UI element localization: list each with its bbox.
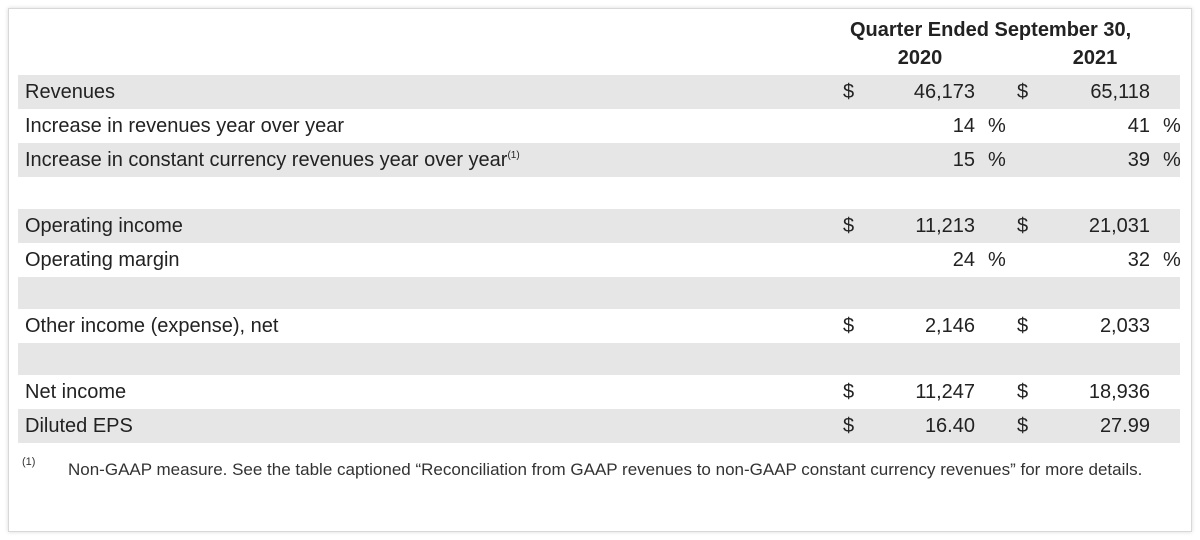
row-label: Increase in revenues year over year (25, 114, 344, 138)
row-stripe (18, 277, 1180, 309)
label-text: Other income (expense), net (25, 315, 279, 337)
label-text: Operating margin (25, 249, 180, 271)
row-label: Operating income (25, 214, 183, 238)
cell-value: 18,936 (1088, 381, 1150, 403)
cell-value: 65,118 (1090, 81, 1150, 103)
row-stripe (18, 143, 1180, 177)
row-label: Other income (expense), net (25, 314, 278, 338)
row-label: Operating margin (25, 248, 180, 272)
label-text: Net income (25, 381, 127, 403)
currency: $ (843, 81, 855, 103)
footnote-text: Non-GAAP measure. See the table captione… (68, 460, 1143, 479)
unit: % (988, 149, 1006, 171)
row-label: Net income (25, 380, 126, 404)
row-stripe (18, 343, 1180, 375)
cell-value: 2,146 (924, 315, 975, 337)
label-text: Operating income (25, 215, 183, 237)
row-stripe (18, 409, 1180, 443)
label-text: Revenues (25, 81, 116, 103)
cell-value: 11,247 (915, 381, 975, 403)
cell-value: 41 (1127, 115, 1150, 137)
column-header: 2020 (897, 47, 943, 69)
column-header: 2021 (1072, 47, 1118, 69)
cell-value: 27.99 (1099, 415, 1150, 437)
currency: $ (1017, 315, 1029, 337)
label-text: Diluted EPS (25, 415, 133, 437)
cell-value: 32 (1127, 249, 1150, 271)
currency: $ (1017, 415, 1029, 437)
currency: $ (843, 315, 855, 337)
currency: $ (1017, 81, 1029, 103)
frame (8, 8, 1192, 532)
currency: $ (843, 381, 855, 403)
unit: % (1163, 115, 1181, 137)
cell-value: 46,173 (913, 81, 975, 103)
currency: $ (1017, 381, 1029, 403)
row-label: Increase in constant currency revenues y… (25, 148, 520, 172)
footnote-marker: (1) (22, 456, 36, 468)
cell-value: 39 (1127, 149, 1150, 171)
cell-value: 24 (952, 249, 975, 271)
cell-value: 16.40 (924, 415, 975, 437)
currency: $ (843, 215, 855, 237)
row-label: Diluted EPS (25, 414, 133, 438)
row-stripe (18, 209, 1180, 243)
currency: $ (843, 415, 855, 437)
row-label: Revenues (25, 80, 115, 104)
unit: % (1163, 149, 1181, 171)
cell-value: 21,031 (1088, 215, 1150, 237)
currency: $ (1017, 215, 1029, 237)
cell-value: 11,213 (915, 215, 975, 237)
label-text: Increase in constant currency revenues y… (25, 149, 508, 171)
label-text: Increase in revenues year over year (25, 115, 345, 137)
cell-value: 14 (952, 115, 975, 137)
row-stripe (18, 75, 1180, 109)
unit: % (988, 249, 1006, 271)
unit: % (988, 115, 1006, 137)
header-title: Quarter Ended September 30, (850, 19, 1132, 41)
footnote-ref: (1) (507, 150, 520, 161)
unit: % (1163, 249, 1181, 271)
cell-value: 2,033 (1099, 315, 1150, 337)
cell-value: 15 (952, 149, 975, 171)
